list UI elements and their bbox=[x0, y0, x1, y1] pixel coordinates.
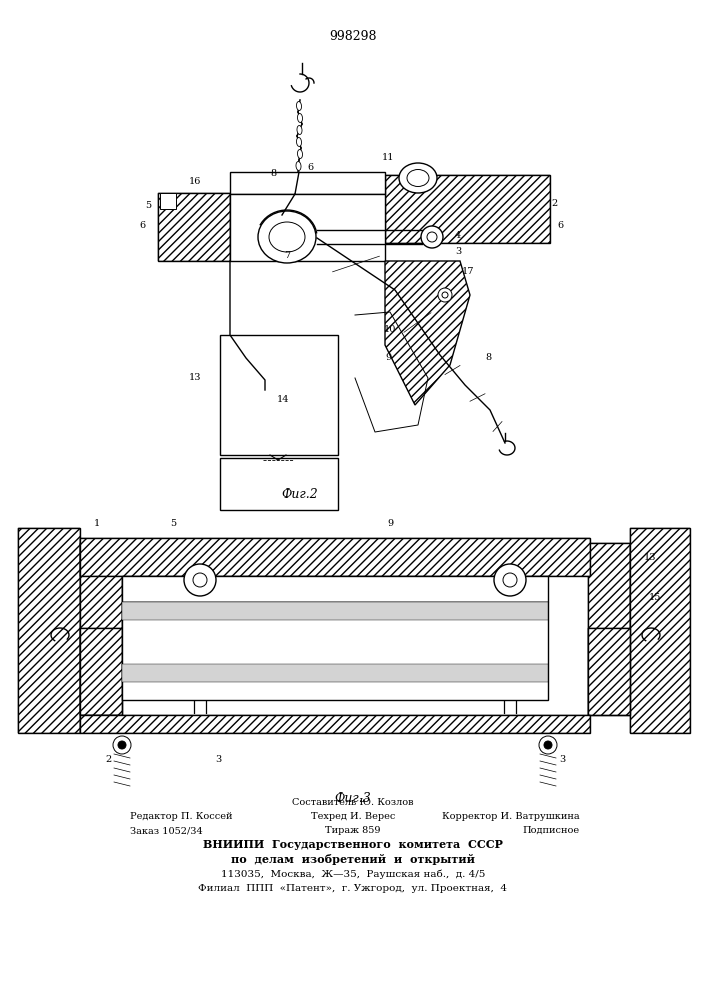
Circle shape bbox=[503, 573, 517, 587]
Bar bbox=[220, 458, 338, 510]
Text: 1: 1 bbox=[94, 518, 100, 528]
Bar bbox=[80, 715, 590, 733]
Bar bbox=[630, 528, 690, 733]
Text: 11: 11 bbox=[382, 152, 395, 161]
Text: 3: 3 bbox=[215, 756, 221, 764]
Bar bbox=[122, 664, 548, 682]
Text: 6: 6 bbox=[139, 221, 145, 230]
Text: 3: 3 bbox=[559, 756, 565, 764]
Bar bbox=[230, 172, 385, 194]
Text: 6: 6 bbox=[307, 163, 313, 172]
Text: 113035,  Москва,  Ж—35,  Раушская наб.,  д. 4/5: 113035, Москва, Ж—35, Раушская наб., д. … bbox=[221, 869, 485, 879]
Circle shape bbox=[193, 573, 207, 587]
Bar bbox=[588, 543, 630, 715]
Text: Фиг.2: Фиг.2 bbox=[281, 488, 318, 502]
Text: 2: 2 bbox=[106, 756, 112, 764]
Circle shape bbox=[544, 741, 552, 749]
Circle shape bbox=[184, 564, 216, 596]
Circle shape bbox=[118, 741, 126, 749]
Polygon shape bbox=[385, 261, 470, 405]
Text: 2: 2 bbox=[552, 200, 558, 209]
Text: 4: 4 bbox=[455, 231, 461, 239]
Bar bbox=[385, 175, 550, 243]
Text: Составитель Ю. Козлов: Составитель Ю. Козлов bbox=[292, 798, 414, 807]
Text: 17: 17 bbox=[462, 267, 474, 276]
Text: 5: 5 bbox=[145, 200, 151, 210]
Text: 16: 16 bbox=[189, 178, 201, 186]
Text: 998298: 998298 bbox=[329, 30, 377, 43]
Text: 13: 13 bbox=[189, 373, 201, 382]
Text: 8: 8 bbox=[485, 354, 491, 362]
Bar bbox=[80, 538, 590, 576]
Ellipse shape bbox=[296, 162, 301, 170]
Circle shape bbox=[494, 564, 526, 596]
Text: Подписное: Подписное bbox=[523, 826, 580, 835]
Bar bbox=[122, 602, 548, 700]
Bar bbox=[18, 528, 80, 733]
Ellipse shape bbox=[298, 150, 303, 158]
Ellipse shape bbox=[421, 226, 443, 248]
Circle shape bbox=[438, 288, 452, 302]
Bar bbox=[80, 543, 122, 715]
Text: 13: 13 bbox=[644, 554, 656, 562]
Text: 5: 5 bbox=[170, 518, 176, 528]
Bar bbox=[588, 628, 630, 715]
Bar bbox=[18, 528, 80, 733]
Bar bbox=[80, 628, 122, 715]
Bar bbox=[158, 193, 230, 261]
Text: 8: 8 bbox=[270, 168, 276, 178]
Bar bbox=[630, 528, 690, 733]
Ellipse shape bbox=[258, 211, 316, 263]
Bar bbox=[80, 543, 122, 715]
Circle shape bbox=[539, 736, 557, 754]
Text: 7: 7 bbox=[284, 250, 290, 259]
Bar bbox=[80, 628, 122, 715]
Text: Редактор П. Коссей: Редактор П. Коссей bbox=[130, 812, 233, 821]
Circle shape bbox=[113, 736, 131, 754]
Ellipse shape bbox=[297, 126, 302, 134]
Text: 9: 9 bbox=[387, 518, 393, 528]
Bar bbox=[122, 576, 548, 602]
Text: ВНИИПИ  Государственного  комитета  СССР: ВНИИПИ Государственного комитета СССР bbox=[203, 839, 503, 850]
Circle shape bbox=[442, 292, 448, 298]
Text: 10: 10 bbox=[384, 326, 396, 334]
Bar bbox=[80, 538, 590, 576]
Text: Филиал  ППП  «Патент»,  г. Ужгород,  ул. Проектная,  4: Филиал ППП «Патент», г. Ужгород, ул. Про… bbox=[199, 884, 508, 893]
Ellipse shape bbox=[296, 138, 301, 146]
Text: Корректор И. Ватрушкина: Корректор И. Ватрушкина bbox=[443, 812, 580, 821]
Bar bbox=[220, 335, 338, 455]
Bar bbox=[80, 715, 590, 733]
Text: Заказ 1052/34: Заказ 1052/34 bbox=[130, 826, 203, 835]
Bar bbox=[160, 193, 176, 209]
Bar bbox=[588, 628, 630, 715]
Ellipse shape bbox=[269, 222, 305, 252]
Text: 9: 9 bbox=[385, 354, 391, 362]
Ellipse shape bbox=[298, 114, 303, 122]
Ellipse shape bbox=[407, 169, 429, 186]
Ellipse shape bbox=[427, 232, 437, 242]
Text: 6: 6 bbox=[557, 221, 563, 230]
Bar bbox=[230, 194, 385, 261]
Ellipse shape bbox=[296, 102, 301, 110]
Text: Техред И. Верес: Техред И. Верес bbox=[311, 812, 395, 821]
Text: 3: 3 bbox=[455, 247, 461, 256]
Text: Тираж 859: Тираж 859 bbox=[325, 826, 381, 835]
Bar bbox=[588, 543, 630, 715]
Bar bbox=[158, 193, 230, 261]
Text: по  делам  изобретений  и  открытий: по делам изобретений и открытий bbox=[231, 854, 475, 865]
Text: 15: 15 bbox=[649, 593, 661, 602]
Text: 14: 14 bbox=[276, 395, 289, 404]
Bar bbox=[385, 175, 550, 243]
Ellipse shape bbox=[399, 163, 437, 193]
Text: Фиг.3: Фиг.3 bbox=[334, 792, 371, 804]
Bar bbox=[122, 602, 548, 620]
